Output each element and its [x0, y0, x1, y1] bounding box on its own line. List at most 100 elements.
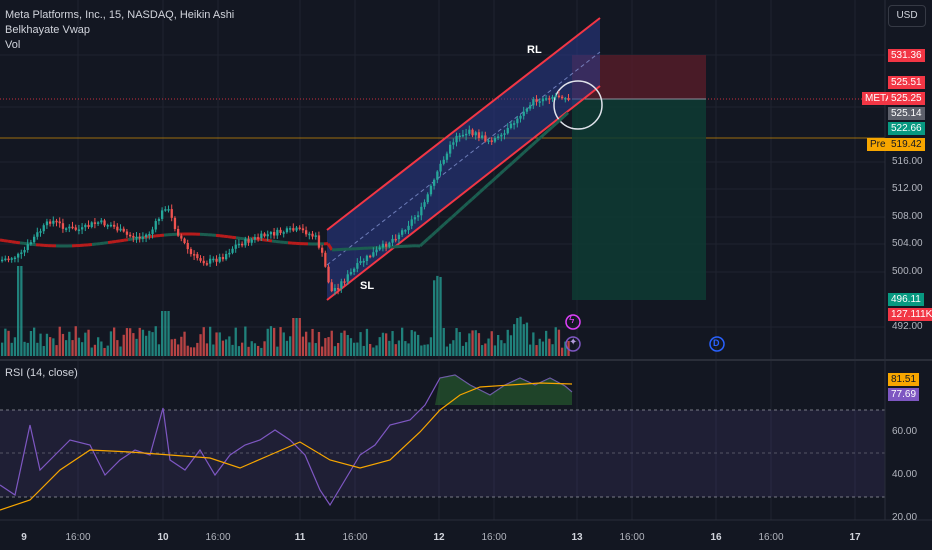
volume-bar — [81, 342, 84, 356]
candle-body — [359, 261, 362, 264]
volume-bar — [349, 338, 353, 356]
candle-body — [109, 224, 113, 227]
volume-bar — [391, 331, 394, 356]
candle-body — [487, 140, 490, 142]
candle-body — [436, 171, 439, 180]
dividend-icon[interactable] — [709, 336, 725, 352]
volume-bar — [177, 344, 180, 356]
volume-bar — [314, 343, 317, 356]
candle-body — [429, 185, 433, 195]
highlight-circle[interactable] — [553, 80, 603, 130]
candle-body — [119, 228, 122, 231]
vwap-segment — [514, 154, 522, 161]
candle-body — [167, 209, 170, 211]
volume-bar — [497, 334, 500, 356]
volume-bar — [33, 327, 36, 356]
candle-body — [292, 228, 295, 231]
volume-bar — [529, 344, 532, 356]
volume-bar — [465, 342, 468, 356]
volume-bar — [138, 327, 141, 356]
volume-bar — [23, 341, 26, 356]
vwap-segment — [123, 238, 129, 242]
rsi-ma-value: 81.51 — [888, 373, 920, 386]
candle-body — [154, 221, 157, 230]
volume-bar — [1, 342, 4, 356]
volume-bar — [327, 337, 330, 356]
vwap-legend[interactable]: Belkhayate Vwap — [5, 24, 90, 36]
volume-bar — [269, 326, 273, 356]
volume-bar — [493, 345, 497, 356]
candle-body — [55, 220, 58, 223]
volume-bar — [135, 338, 138, 356]
volume-bar — [154, 326, 157, 356]
symbol-tag: META — [862, 92, 896, 105]
candle-body — [346, 274, 349, 282]
candle-body — [58, 221, 61, 224]
candle-body — [10, 258, 13, 260]
volume-bar — [564, 341, 567, 356]
channel-upper[interactable] — [326, 17, 601, 231]
candle-body — [183, 238, 186, 243]
volume-bar — [250, 341, 253, 356]
volume-bar — [221, 340, 225, 356]
volume-bar — [378, 337, 381, 356]
vwap-segment — [458, 205, 466, 212]
candle-body — [468, 129, 471, 134]
candle-body — [42, 225, 45, 232]
candle-body — [77, 229, 81, 231]
vwap-segment — [438, 223, 446, 230]
candle-body — [29, 242, 33, 245]
time-tick: 16:00 — [481, 532, 507, 543]
volume-bar — [97, 337, 100, 356]
price-tick: 516.00 — [892, 156, 923, 167]
volume-bar — [439, 276, 442, 356]
candle-body — [477, 132, 481, 138]
volume-bar — [413, 331, 417, 356]
volume-bar — [122, 334, 125, 356]
rl-label[interactable]: RL — [527, 44, 542, 56]
volume-bar — [263, 341, 266, 356]
channel-lower[interactable] — [326, 85, 601, 301]
volume-bar — [157, 344, 161, 356]
currency-button[interactable]: USD — [888, 5, 926, 27]
candle-body — [481, 135, 484, 138]
earnings-glyph: ϟ — [569, 315, 575, 326]
vol-legend[interactable]: Vol — [5, 39, 21, 51]
candle-body — [122, 228, 125, 232]
vwap-segment — [115, 239, 121, 243]
volume-bar — [305, 331, 308, 356]
rsi-legend[interactable]: RSI (14, close) — [5, 367, 78, 379]
vwap-segment — [490, 176, 498, 183]
volume-bar — [58, 326, 61, 356]
volume-bar — [244, 326, 247, 356]
candle-body — [269, 232, 273, 235]
candle-body — [452, 142, 455, 145]
candle-body — [247, 239, 250, 243]
volume-bar — [298, 318, 301, 356]
channel-fill — [327, 18, 600, 300]
rsi-ma-line — [0, 382, 573, 511]
candle-body — [500, 134, 503, 137]
price-label-p1: 525.14 — [888, 107, 925, 120]
sl-label[interactable]: SL — [360, 280, 375, 292]
vwap-segment — [430, 230, 438, 237]
candle-body — [388, 242, 391, 247]
candle-body — [196, 254, 199, 259]
vwap-segment — [522, 147, 530, 154]
split-icon[interactable] — [565, 336, 581, 352]
vwap-segment — [267, 238, 273, 243]
vwap-segment — [502, 165, 510, 172]
volume-bar — [68, 331, 71, 356]
symbol-legend[interactable]: Meta Platforms, Inc., 15, NASDAQ, Heikin… — [5, 9, 235, 21]
candle-body — [375, 249, 378, 253]
vwap-segment — [426, 234, 434, 240]
candle-body — [33, 236, 36, 243]
candle-body — [513, 123, 516, 125]
earnings-icon[interactable] — [565, 314, 581, 330]
candle-body — [289, 228, 292, 230]
vwap-segment — [15, 240, 21, 245]
stop-zone[interactable] — [572, 99, 706, 300]
rsi-lines — [0, 374, 573, 511]
vwap-segment — [11, 240, 17, 244]
